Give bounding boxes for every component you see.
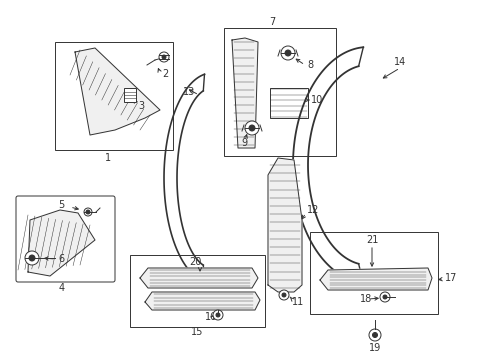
Polygon shape xyxy=(231,38,258,148)
Circle shape xyxy=(248,125,254,131)
Text: 18: 18 xyxy=(359,294,371,304)
Circle shape xyxy=(281,46,294,60)
Circle shape xyxy=(279,290,288,300)
Bar xyxy=(130,255,264,327)
Text: 11: 11 xyxy=(291,297,304,307)
Text: 14: 14 xyxy=(393,57,406,67)
Text: 6: 6 xyxy=(58,254,64,264)
Text: 20: 20 xyxy=(188,257,201,267)
Bar xyxy=(55,42,173,150)
Circle shape xyxy=(29,255,35,261)
FancyBboxPatch shape xyxy=(16,196,115,282)
Circle shape xyxy=(368,329,380,341)
Polygon shape xyxy=(140,268,258,288)
Bar xyxy=(269,88,307,118)
Polygon shape xyxy=(28,210,95,276)
Circle shape xyxy=(379,292,389,302)
Circle shape xyxy=(372,333,377,338)
Text: 5: 5 xyxy=(58,200,64,210)
Bar xyxy=(124,88,136,102)
Text: 4: 4 xyxy=(59,283,65,293)
Circle shape xyxy=(84,208,92,216)
Text: 1: 1 xyxy=(105,153,111,163)
Text: 16: 16 xyxy=(204,312,217,322)
Circle shape xyxy=(25,251,39,265)
Polygon shape xyxy=(145,292,260,310)
Text: 12: 12 xyxy=(306,205,319,215)
Text: 17: 17 xyxy=(444,273,456,283)
Polygon shape xyxy=(267,158,302,292)
Text: 2: 2 xyxy=(162,69,168,79)
Text: 10: 10 xyxy=(310,95,323,105)
Circle shape xyxy=(216,313,220,317)
Circle shape xyxy=(213,310,223,320)
Text: 21: 21 xyxy=(365,235,377,245)
Polygon shape xyxy=(75,48,160,135)
Circle shape xyxy=(244,121,259,135)
Circle shape xyxy=(86,210,90,214)
Text: 13: 13 xyxy=(183,87,195,97)
Polygon shape xyxy=(319,268,431,290)
Circle shape xyxy=(282,293,285,297)
Text: 7: 7 xyxy=(268,17,275,27)
Text: 8: 8 xyxy=(306,60,312,70)
Circle shape xyxy=(162,55,165,59)
Text: 19: 19 xyxy=(368,343,380,353)
Bar xyxy=(224,28,335,156)
Circle shape xyxy=(382,295,386,299)
Text: 9: 9 xyxy=(241,138,246,148)
Circle shape xyxy=(285,50,290,56)
Text: 15: 15 xyxy=(190,327,203,337)
Bar xyxy=(309,232,437,314)
Circle shape xyxy=(159,52,169,62)
Text: 3: 3 xyxy=(138,101,144,111)
